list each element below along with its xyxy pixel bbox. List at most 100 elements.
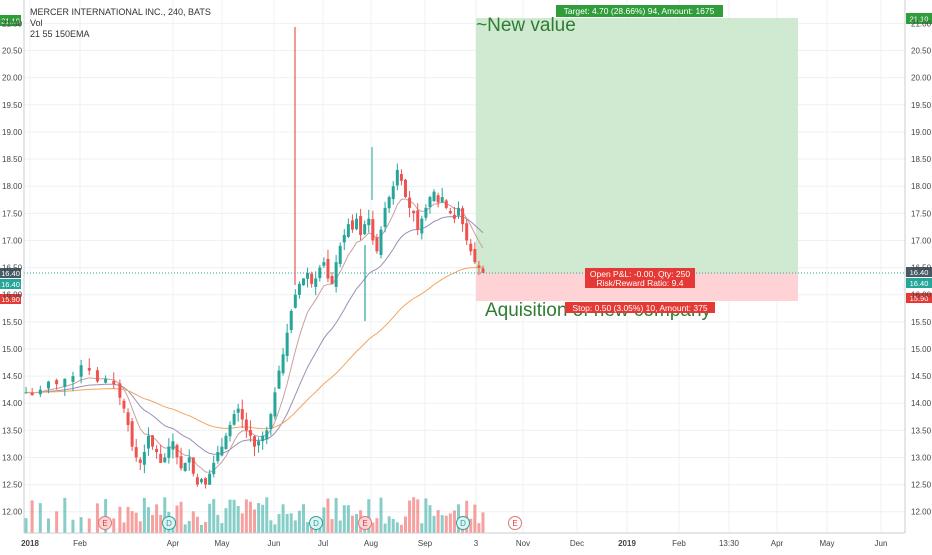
y-tick-label-right: 12.50	[911, 481, 932, 490]
candle-body	[204, 478, 208, 485]
y-tick-label-left: 13.50	[2, 426, 23, 435]
x-tick-label: Jun	[268, 539, 281, 548]
volume-bar	[326, 498, 330, 533]
marker-letter: E	[362, 519, 367, 528]
volume-bar	[440, 515, 444, 533]
volume-bar	[306, 522, 310, 533]
volume-bar	[367, 499, 371, 533]
volume-bar	[408, 500, 412, 533]
stop-label-bg	[565, 302, 715, 313]
volume-bar	[277, 514, 281, 533]
right-target-tag: 21.10	[910, 15, 929, 24]
target-zone[interactable]	[476, 18, 798, 273]
candle-body	[293, 294, 297, 308]
y-tick-label-right: 13.50	[911, 426, 932, 435]
volume-bar	[228, 499, 232, 533]
volume-bar	[163, 497, 167, 533]
candle-body	[199, 479, 203, 483]
candle-body	[387, 197, 391, 209]
volume-bar	[465, 500, 469, 533]
x-tick-label: 3	[474, 539, 479, 548]
volume-bar	[236, 506, 240, 533]
y-tick-label-right: 12.00	[911, 508, 932, 517]
candle-body	[461, 208, 465, 225]
stop-label: Stop: 0.50 (3.05%) 10, Amount: 375	[572, 303, 707, 313]
candle-body	[55, 380, 59, 385]
candle-body	[395, 169, 399, 186]
volume-bar	[310, 524, 314, 533]
dividend-marker[interactable]: D	[162, 516, 176, 530]
x-tick-label: Apr	[771, 539, 784, 548]
dividend-marker[interactable]: D	[456, 516, 470, 530]
candle-body	[403, 179, 407, 198]
candle-body	[212, 462, 216, 475]
candle-body	[118, 383, 122, 398]
volume-bar	[412, 497, 416, 533]
volume-bar	[257, 503, 261, 533]
x-tick-label: May	[819, 539, 834, 548]
x-tick-label: 2019	[618, 539, 636, 548]
y-tick-label-left: 15.50	[2, 318, 23, 327]
candle-body	[375, 237, 379, 252]
right-target-tag-bg	[906, 13, 932, 24]
candle-body	[130, 421, 134, 447]
volume-bar	[224, 508, 228, 533]
y-tick-label-left: 19.00	[2, 128, 23, 137]
right-stop-tag-bg	[906, 293, 932, 303]
dividend-marker[interactable]: D	[309, 516, 323, 530]
candle-body	[314, 278, 318, 287]
volume-bar	[273, 524, 277, 533]
candle-body	[326, 259, 330, 279]
volume-bar	[183, 524, 187, 533]
earnings-marker[interactable]: E	[98, 516, 112, 530]
candle-body	[175, 445, 179, 458]
y-tick-label-left: 18.00	[2, 182, 23, 191]
volume-bar	[297, 510, 301, 533]
volume-bar	[261, 504, 265, 533]
candle-body	[208, 473, 212, 485]
candle-body	[224, 435, 228, 450]
volume-bar	[301, 504, 305, 533]
candle-body	[424, 207, 428, 218]
x-tick-label: Apr	[167, 539, 180, 548]
volume-bar	[216, 514, 220, 533]
volume-bar	[151, 514, 155, 533]
volume-bar	[391, 518, 395, 533]
y-tick-label-left: 20.50	[2, 47, 23, 56]
marker-circle	[358, 516, 372, 530]
marker-letter: E	[102, 519, 107, 528]
volume-bar	[428, 505, 432, 533]
volume-bar	[342, 505, 346, 533]
volume-bar	[79, 517, 83, 533]
volume-bar	[375, 518, 379, 533]
volume-bar	[350, 515, 354, 533]
x-tick-label: Feb	[672, 539, 686, 548]
candle-body	[265, 430, 269, 440]
x-tick-label: 2018	[21, 539, 39, 548]
symbol-title: MERCER INTERNATIONAL INC., 240, BATS	[30, 7, 211, 17]
y-tick-label-right: 16.50	[911, 264, 932, 273]
candle-body	[79, 365, 83, 377]
earnings-marker[interactable]: E	[508, 516, 522, 530]
volume-bar	[399, 524, 403, 533]
candle-body	[71, 376, 75, 382]
candle-body	[146, 435, 150, 449]
candle-body	[383, 207, 387, 228]
candle-body	[232, 414, 236, 425]
volume-bar	[159, 514, 163, 533]
marker-circle	[309, 516, 323, 530]
volume-bar	[265, 497, 269, 533]
earnings-marker[interactable]: E	[358, 516, 372, 530]
candle-body	[334, 262, 338, 287]
candle-body	[112, 380, 116, 385]
candle-body	[452, 214, 456, 219]
volume-bar	[289, 513, 293, 533]
left-current-tag: 16.40	[1, 269, 20, 278]
volume-bar	[444, 515, 448, 533]
volume-bar	[212, 498, 216, 533]
volume-bar	[293, 520, 297, 533]
